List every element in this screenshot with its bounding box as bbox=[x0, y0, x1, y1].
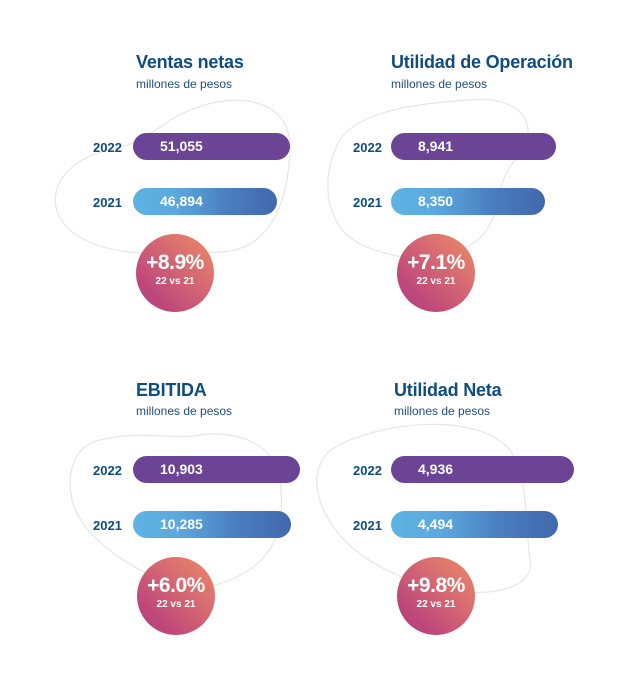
bar-2022: 8,941 bbox=[391, 133, 556, 160]
bar-2021: 8,350 bbox=[391, 188, 545, 215]
bar-2022: 10,903 bbox=[133, 456, 300, 483]
chart-subtitle: millones de pesos bbox=[391, 77, 488, 91]
chart-title: Utilidad de Operación bbox=[391, 52, 573, 72]
year-label-2021: 2021 bbox=[93, 518, 122, 533]
chart-title: Utilidad Neta bbox=[394, 380, 502, 400]
bar-2021: 46,894 bbox=[133, 188, 277, 215]
panel-ventas-netas: Ventas netas millones de pesos 2022 51,0… bbox=[0, 0, 313, 350]
bar-value-2022: 4,936 bbox=[418, 461, 454, 477]
year-label-2021: 2021 bbox=[353, 518, 382, 533]
bar-value-2022: 10,903 bbox=[160, 461, 203, 477]
bar-value-2021: 4,494 bbox=[418, 516, 454, 532]
chart-subtitle: millones de pesos bbox=[136, 404, 233, 418]
bar-value-2022: 8,941 bbox=[418, 138, 454, 154]
change-badge: +8.9% 22 vs 21 bbox=[136, 234, 214, 312]
year-label-2022: 2022 bbox=[353, 140, 382, 155]
bar-2021: 4,494 bbox=[391, 511, 558, 538]
change-caption: 22 vs 21 bbox=[155, 276, 195, 287]
chart-subtitle: millones de pesos bbox=[394, 404, 491, 418]
bar-value-2021: 8,350 bbox=[418, 193, 454, 209]
bar-2021: 10,285 bbox=[133, 511, 291, 538]
year-label-2021: 2021 bbox=[93, 195, 122, 210]
change-caption: 22 vs 21 bbox=[156, 599, 196, 610]
year-label-2021: 2021 bbox=[353, 195, 382, 210]
chart-title: EBITIDA bbox=[136, 380, 207, 400]
year-label-2022: 2022 bbox=[93, 140, 122, 155]
bar-2022: 4,936 bbox=[391, 456, 574, 483]
change-caption: 22 vs 21 bbox=[416, 276, 456, 287]
change-percent: +8.9% bbox=[146, 251, 204, 274]
year-label-2022: 2022 bbox=[353, 463, 382, 478]
bar-2022: 51,055 bbox=[133, 133, 290, 160]
year-label-2022: 2022 bbox=[93, 463, 122, 478]
bar-value-2021: 46,894 bbox=[160, 193, 203, 209]
change-badge: +7.1% 22 vs 21 bbox=[397, 234, 475, 312]
chart-title: Ventas netas bbox=[136, 52, 244, 72]
bar-value-2021: 10,285 bbox=[160, 516, 203, 532]
change-percent: +7.1% bbox=[407, 251, 465, 274]
change-badge: +6.0% 22 vs 21 bbox=[137, 557, 215, 635]
change-badge: +9.8% 22 vs 21 bbox=[397, 557, 475, 635]
change-percent: +6.0% bbox=[147, 574, 205, 597]
bar-value-2022: 51,055 bbox=[160, 138, 203, 154]
chart-subtitle: millones de pesos bbox=[136, 77, 233, 91]
change-percent: +9.8% bbox=[407, 574, 465, 597]
change-caption: 22 vs 21 bbox=[416, 599, 456, 610]
